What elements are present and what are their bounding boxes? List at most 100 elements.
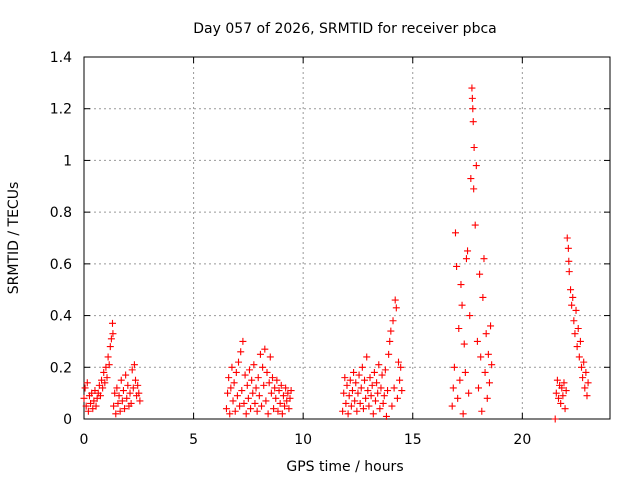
data-point (81, 384, 89, 392)
data-point (373, 379, 381, 387)
data-point (243, 381, 251, 389)
data-point (118, 397, 126, 405)
y-tick-label: 0.4 (50, 309, 72, 325)
data-point (272, 394, 280, 402)
x-tick-label: 10 (294, 432, 312, 448)
data-point (457, 281, 465, 289)
data-point (464, 247, 472, 255)
data-point (80, 394, 88, 402)
data-point (346, 376, 354, 384)
data-point (568, 301, 576, 309)
data-point (488, 361, 496, 369)
data-point (385, 350, 393, 358)
data-point (247, 405, 255, 413)
data-point (368, 381, 376, 389)
data-point (563, 234, 571, 242)
data-point (135, 389, 143, 397)
data-point (255, 392, 263, 400)
data-point (448, 402, 456, 410)
data-point (565, 268, 573, 276)
data-point (395, 358, 403, 366)
data-point (380, 392, 388, 400)
data-point (263, 368, 271, 376)
data-point (467, 175, 475, 183)
data-point (376, 405, 384, 413)
data-point (366, 374, 374, 382)
data-point (274, 407, 282, 415)
data-point (111, 389, 119, 397)
data-point (222, 405, 230, 413)
data-point (281, 402, 289, 410)
data-point (240, 399, 248, 407)
data-point (476, 270, 484, 278)
data-point (119, 387, 127, 395)
data-point (581, 384, 589, 392)
data-point (136, 397, 144, 405)
data-point (393, 394, 401, 402)
data-point (554, 394, 562, 402)
data-point (362, 394, 370, 402)
data-point (388, 402, 396, 410)
y-tick-label: 0.8 (50, 205, 72, 221)
data-point (236, 402, 244, 410)
data-point (101, 379, 109, 387)
data-point (276, 399, 284, 407)
y-tick-label: 0 (63, 412, 72, 428)
data-point (127, 399, 135, 407)
data-point (123, 394, 131, 402)
data-point (248, 376, 256, 384)
data-point (475, 384, 482, 392)
data-point (477, 353, 485, 361)
data-point (266, 353, 274, 361)
data-point (575, 353, 583, 361)
data-point (377, 384, 385, 392)
data-point (561, 405, 569, 413)
data-point (109, 330, 117, 338)
data-point (391, 296, 399, 304)
data-point (130, 361, 138, 369)
data-point (469, 118, 477, 126)
data-point (485, 379, 493, 387)
plot-frame (83, 56, 611, 420)
data-point (249, 389, 257, 397)
data-point (392, 304, 400, 312)
data-point (484, 350, 492, 358)
data-point (398, 387, 406, 395)
data-point (382, 412, 390, 420)
data-point (275, 387, 283, 395)
data-point (108, 319, 116, 327)
data-point (371, 397, 379, 405)
data-point (261, 345, 269, 353)
data-point (553, 376, 561, 384)
data-point (104, 353, 112, 361)
data-point (114, 399, 122, 407)
data-point (576, 337, 584, 345)
data-point (473, 337, 481, 345)
data-point (454, 394, 462, 402)
data-point (567, 286, 575, 294)
data-point (128, 366, 136, 374)
data-point (244, 394, 252, 402)
data-point (286, 394, 294, 402)
data-point (99, 384, 107, 392)
data-point (565, 257, 573, 265)
data-point (273, 376, 281, 384)
axis-ticks: 0 5 10 15 20 0 0.2 0.4 0.6 0.8 1 1.2 1.4 (50, 50, 610, 448)
data-point (469, 105, 477, 113)
data-point (250, 361, 258, 369)
data-point (110, 402, 118, 410)
data-point (230, 379, 238, 387)
x-tick-label: 15 (404, 432, 422, 448)
data-point (279, 392, 287, 400)
data-point (83, 379, 91, 387)
data-point (116, 407, 124, 415)
data-point (479, 293, 487, 301)
data-point (224, 389, 232, 397)
data-point (340, 389, 348, 397)
data-point (582, 368, 590, 376)
data-point (569, 293, 577, 301)
data-point (282, 384, 290, 392)
data-point (238, 387, 246, 395)
data-point (578, 363, 586, 371)
